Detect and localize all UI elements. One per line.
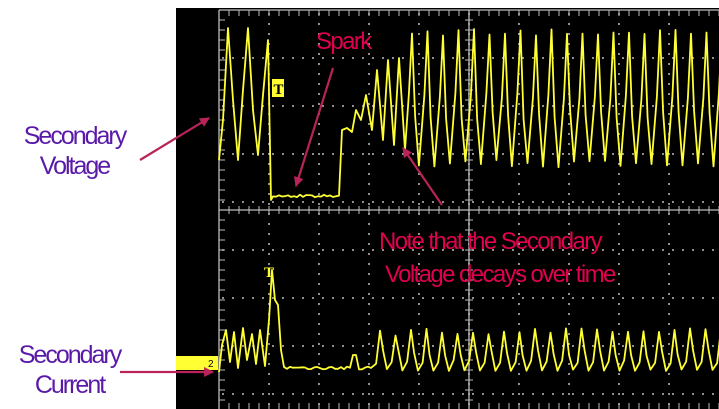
trigger-marker-voltage-label: T bbox=[274, 82, 284, 98]
secondary-voltage-label-line2: Voltage bbox=[39, 152, 111, 180]
secondary-current-label-line2: Current bbox=[34, 371, 106, 399]
secondary-current-trace bbox=[218, 269, 719, 373]
trigger-marker-voltage: T bbox=[272, 79, 284, 98]
decay-note-line1: Note that the Secondary bbox=[379, 228, 603, 255]
spark-label: Spark bbox=[316, 28, 372, 55]
trigger-marker-current: T bbox=[264, 265, 274, 281]
arrow-secondary-voltage bbox=[139, 117, 210, 161]
secondary-current-label: Secondary Current bbox=[2, 340, 137, 400]
secondary-voltage-trace bbox=[218, 27, 719, 201]
secondary-voltage-label: Secondary Voltage bbox=[2, 121, 147, 181]
secondary-current-label-line1: Secondary bbox=[18, 341, 123, 369]
ground-marker: 2 bbox=[176, 356, 218, 370]
arrow-spark bbox=[293, 67, 335, 187]
secondary-voltage-label-line1: Secondary bbox=[23, 122, 128, 150]
graticule-grid bbox=[218, 9, 719, 409]
ground-marker-label: 2 bbox=[208, 359, 214, 370]
decay-note-line2: Voltage decays over time bbox=[385, 261, 616, 288]
arrow-decay-note bbox=[402, 147, 443, 206]
